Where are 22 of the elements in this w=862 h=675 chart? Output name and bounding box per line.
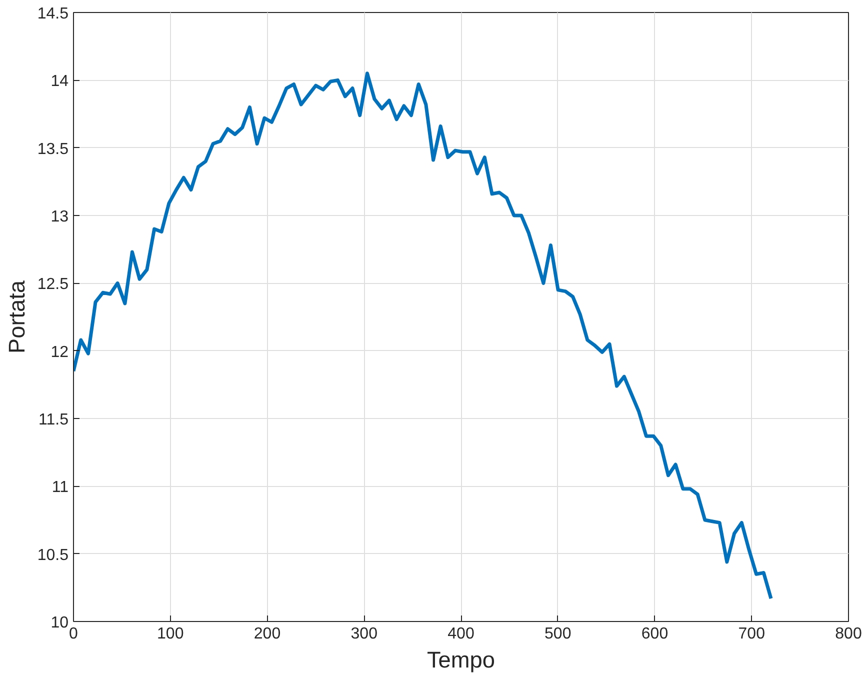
y-tick-label: 12.5 <box>37 276 69 294</box>
y-tick-label: 11.5 <box>38 412 69 428</box>
y-tick-label: 14.5 <box>37 6 69 22</box>
x-tick-label: 600 <box>641 626 668 642</box>
y-tick-label: 13 <box>50 208 69 226</box>
x-tick-label: 800 <box>835 626 862 642</box>
y-tick-label: 13.5 <box>37 140 69 158</box>
y-tick-label: 10 <box>50 614 69 632</box>
x-tick-label: 100 <box>157 626 184 642</box>
x-tick-label: 200 <box>254 626 281 642</box>
line-series <box>74 72 773 600</box>
y-tick-label: 12 <box>50 344 69 361</box>
y-axis-title: Portata <box>3 280 30 354</box>
y-tick-label: 14 <box>50 73 69 90</box>
x-tick-label: 500 <box>544 626 572 642</box>
y-tick-label: 11 <box>52 479 69 496</box>
x-axis-title: Tempo <box>427 646 496 672</box>
x-tick-label: 300 <box>350 626 378 642</box>
y-tick-label: 10.5 <box>37 546 69 564</box>
x-tick-label: 400 <box>448 626 474 642</box>
x-tick-label: 0 <box>69 626 78 642</box>
x-tick-label: 700 <box>738 626 766 642</box>
